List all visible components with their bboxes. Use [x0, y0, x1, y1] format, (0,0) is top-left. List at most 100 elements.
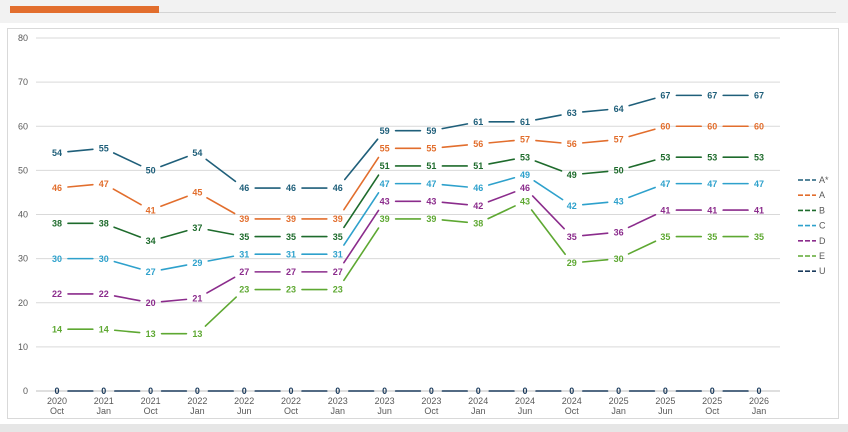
x-tick-label: Jan [331, 406, 346, 416]
data-label: 36 [614, 227, 624, 237]
series-line-A* [581, 108, 609, 113]
x-tick-label: Oct [50, 406, 65, 416]
data-label: 42 [473, 201, 483, 211]
data-label: 14 [52, 324, 62, 334]
data-label: 57 [520, 135, 530, 145]
data-label: 0 [616, 386, 621, 396]
data-label: 41 [707, 205, 717, 215]
data-label: 31 [333, 249, 343, 259]
series-line-A [628, 128, 656, 138]
data-label: 0 [288, 386, 293, 396]
data-label: 63 [567, 108, 577, 118]
data-label: 39 [380, 214, 390, 224]
data-label: 0 [522, 386, 527, 396]
series-line-D [206, 276, 236, 294]
series-line-B [343, 174, 380, 229]
data-label: 64 [614, 104, 624, 114]
x-tick-label: Oct [565, 406, 580, 416]
series-line-C [207, 255, 235, 262]
series-line-C [628, 186, 656, 199]
x-tick-label: 2022 [281, 396, 301, 406]
series-line-A* [112, 152, 142, 167]
data-label: 31 [286, 249, 296, 259]
data-label: 0 [476, 386, 481, 396]
data-label: 0 [429, 386, 434, 396]
data-label: 0 [569, 386, 574, 396]
x-tick-label: Oct [284, 406, 299, 416]
data-label: 27 [333, 267, 343, 277]
x-tick-label: Jan [471, 406, 486, 416]
data-label: 30 [99, 254, 109, 264]
series-line-A [343, 156, 380, 211]
data-label: 54 [52, 148, 62, 158]
data-label: 35 [660, 232, 670, 242]
data-label: 29 [192, 258, 202, 268]
data-label: 46 [333, 183, 343, 193]
data-label: 61 [520, 117, 530, 127]
series-line-A [206, 197, 236, 215]
x-tick-label: 2025 [655, 396, 675, 406]
y-tick-label: 0 [23, 386, 28, 396]
series-line-D [627, 213, 657, 229]
data-label: 46 [520, 183, 530, 193]
x-tick-label: 2022 [234, 396, 254, 406]
x-tick-label: Oct [705, 406, 720, 416]
data-label: 22 [99, 289, 109, 299]
data-label: 35 [754, 232, 764, 242]
data-label: 43 [520, 196, 530, 206]
data-label: 30 [52, 254, 62, 264]
legend-entry: B [819, 205, 825, 215]
x-tick-label: 2025 [702, 396, 722, 406]
data-label: 50 [614, 166, 624, 176]
y-tick-label: 70 [18, 77, 28, 87]
series-line-C [343, 191, 380, 246]
data-label: 38 [52, 219, 62, 229]
x-tick-label: Jun [377, 406, 392, 416]
data-label: 53 [520, 152, 530, 162]
x-tick-label: 2023 [421, 396, 441, 406]
series-line-E [204, 296, 237, 327]
x-tick-label: Jun [658, 406, 673, 416]
chart-frame [7, 28, 839, 419]
data-label: 21 [192, 294, 202, 304]
x-tick-label: 2024 [562, 396, 582, 406]
series-line-A [67, 183, 94, 188]
series-line-A* [160, 155, 188, 168]
data-label: 14 [99, 324, 109, 334]
series-line-E [113, 329, 141, 334]
data-label: 41 [660, 205, 670, 215]
data-label: 0 [335, 386, 340, 396]
data-label: 51 [473, 161, 483, 171]
data-label: 22 [52, 289, 62, 299]
data-label: 39 [286, 214, 296, 224]
data-label: 39 [333, 214, 343, 224]
data-label: 23 [239, 285, 249, 295]
x-tick-label: Jan [97, 406, 112, 416]
data-label: 0 [242, 386, 247, 396]
data-label: 59 [426, 126, 436, 136]
data-label: 67 [707, 91, 717, 101]
data-label: 55 [380, 144, 390, 154]
series-line-A* [343, 138, 379, 181]
y-tick-label: 30 [18, 254, 28, 264]
data-label: 49 [567, 170, 577, 180]
series-line-D [441, 201, 469, 206]
series-line-A* [441, 123, 469, 130]
data-label: 41 [754, 205, 764, 215]
data-label: 67 [660, 91, 670, 101]
series-line-D [160, 298, 188, 303]
data-label: 47 [707, 179, 717, 189]
x-tick-label: 2021 [141, 396, 161, 406]
data-label: 20 [146, 298, 156, 308]
series-line-D [343, 209, 380, 264]
data-label: 55 [426, 144, 436, 154]
data-label: 46 [52, 183, 62, 193]
series-line-C [441, 183, 469, 188]
data-label: 57 [614, 135, 624, 145]
data-label: 60 [707, 121, 717, 131]
header-accent-bar [10, 6, 159, 13]
series-line-A [488, 139, 515, 144]
data-label: 51 [426, 161, 436, 171]
series-line-C [487, 176, 516, 186]
data-label: 43 [380, 196, 390, 206]
